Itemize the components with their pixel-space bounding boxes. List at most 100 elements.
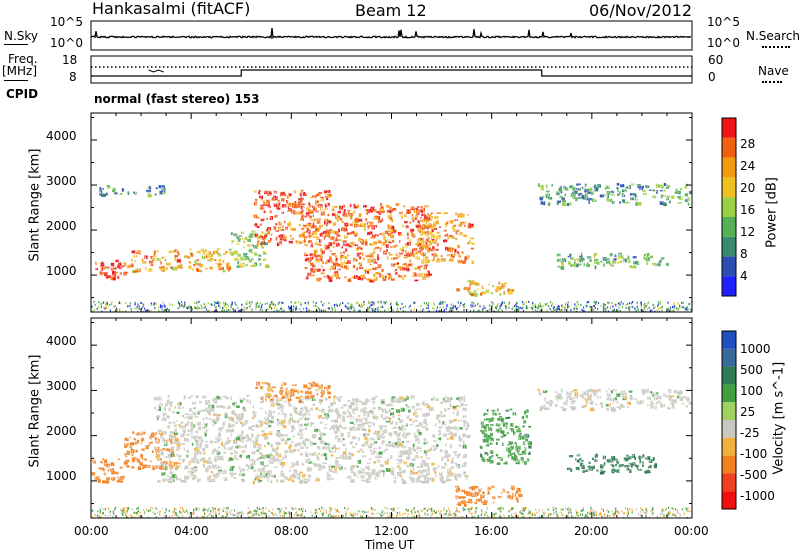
- power-cbar-4: 4: [740, 269, 748, 283]
- power-frame: [90, 112, 693, 313]
- freq-trace: [91, 69, 692, 77]
- power-colorbar-cell: [722, 236, 736, 257]
- power-cbar-20: 20: [740, 181, 756, 195]
- nsky-frame: [90, 20, 693, 51]
- velocity-cbar-label-text: Velocity [m s^-1]: [771, 361, 787, 475]
- velocity-colorbar-frame: [721, 330, 737, 510]
- velocity-colorbar-cell: [722, 437, 736, 456]
- nsky-label: N.Sky: [4, 29, 39, 43]
- xtick-0800: 08:00: [274, 524, 309, 538]
- velocity-colorbar-cell: [722, 331, 736, 349]
- freq-left-tick-bottom: 8: [69, 70, 77, 84]
- nave-right-tick-bottom: 0: [708, 70, 716, 84]
- freq-frame: [90, 55, 693, 84]
- freq-left-tick-top: 18: [62, 53, 78, 67]
- nsearch-label: N.Search: [746, 29, 800, 43]
- nave-label: Nave: [758, 64, 789, 78]
- power-colorbar-cell: [722, 177, 736, 198]
- xtick-1600: 16:00: [474, 524, 509, 538]
- freq-solid-line-key: [4, 80, 28, 81]
- nsky-right-tick-bottom: 10^0: [707, 36, 740, 50]
- vel-cbar-neg100: -100: [740, 447, 768, 461]
- velocity-ytick-1000: 1000: [46, 469, 77, 483]
- power-colorbar-cell: [722, 256, 736, 277]
- xtick-0400: 04:00: [174, 524, 209, 538]
- velocity-colorbar-cell: [722, 473, 736, 492]
- power-heatmap: [91, 183, 692, 312]
- velocity-colorbar-cell: [722, 366, 736, 385]
- vel-cbar-100: 100: [740, 384, 763, 398]
- power-cbar-24: 24: [740, 159, 756, 173]
- velocity-feature: [91, 458, 125, 484]
- power-feature: [304, 203, 433, 283]
- beam-label: Beam 12: [355, 1, 427, 20]
- velocity-feature: [566, 453, 658, 475]
- freq-blip: [148, 69, 164, 73]
- xtick-1200: 12:00: [374, 524, 409, 538]
- nave-right-tick-top: 60: [708, 53, 724, 67]
- power-cbar-12: 12: [740, 225, 756, 239]
- velocity-frame: [90, 317, 693, 519]
- nave-dotted-line-key: [762, 81, 782, 83]
- power-feature: [131, 248, 232, 274]
- power-cbar-8: 8: [740, 247, 748, 261]
- power-feature: [416, 212, 475, 265]
- cpid-value: normal (fast stereo) 153: [94, 92, 260, 106]
- velocity-ytick-2000: 2000: [46, 424, 77, 438]
- velocity-cbar-label: Velocity [m s^-1]: [771, 361, 787, 475]
- velocity-feature: [153, 394, 471, 485]
- freq-unit-label: [MHz]: [2, 64, 38, 78]
- date-label: 06/Nov/2012: [589, 1, 693, 20]
- power-ytick-2000: 2000: [46, 219, 77, 233]
- nsearch-dotted-line-key: [762, 46, 790, 48]
- nsky-trace: [90, 28, 692, 40]
- station-title: Hankasalmi (fitACF): [92, 0, 251, 18]
- power-feature: [99, 185, 166, 198]
- velocity-colorbar-cell: [722, 491, 736, 509]
- x-axis-label: Time UT: [365, 538, 415, 552]
- power-ytick-4000: 4000: [46, 129, 77, 143]
- top-strip-traces: [90, 28, 692, 77]
- xtick-0000: 00:00: [74, 524, 109, 538]
- velocity-ytick-3000: 3000: [46, 379, 77, 393]
- velocity-colorbar-cell: [722, 455, 736, 474]
- power-colorbar-cell: [722, 217, 736, 237]
- power-feature: [228, 230, 270, 268]
- cpid-label: CPID: [6, 87, 39, 101]
- nsky-left-tick-bottom: 10^0: [50, 36, 83, 50]
- power-feature: [556, 252, 669, 270]
- power-feature: [456, 279, 515, 297]
- power-ytick-1000: 1000: [46, 264, 77, 278]
- power-colorbar-cell: [722, 137, 736, 158]
- power-colorbar-cell: [722, 157, 736, 178]
- power-cbar-28: 28: [740, 137, 756, 151]
- velocity-colorbar-cell: [722, 348, 736, 367]
- vel-cbar-25: 25: [740, 405, 756, 419]
- power-ylabel: Slant Range [km]: [27, 148, 43, 262]
- xtick-2400: 00:00: [674, 524, 709, 538]
- axis-ticks: [90, 113, 693, 518]
- velocity-colorbar-cell: [722, 420, 736, 438]
- xtick-2000: 20:00: [574, 524, 609, 538]
- power-colorbar-cell: [722, 118, 736, 138]
- power-ytick-3000: 3000: [46, 174, 77, 188]
- velocity-ytick-4000: 4000: [46, 334, 77, 348]
- vel-cbar-500: 500: [740, 363, 763, 377]
- power-colorbar-cell: [722, 276, 736, 297]
- colorbars: [721, 117, 737, 510]
- vel-cbar-neg1000: -1000: [740, 489, 775, 503]
- velocity-feature: [255, 381, 331, 404]
- freq-label: Freq.: [8, 52, 38, 66]
- power-colorbar-frame: [721, 117, 737, 297]
- power-cbar-16: 16: [740, 203, 756, 217]
- velocity-feature: [455, 485, 523, 507]
- nsky-solid-line-key: [4, 44, 28, 45]
- nsky-right-tick-top: 10^5: [707, 15, 740, 29]
- power-feature: [537, 183, 692, 207]
- velocity-ylabel: Slant Range [km]: [27, 354, 43, 468]
- vel-cbar-neg500: -500: [740, 468, 768, 482]
- nsky-left-tick-top: 10^5: [50, 15, 83, 29]
- velocity-colorbar-cell: [722, 384, 736, 403]
- vel-cbar-1000: 1000: [740, 342, 771, 356]
- velocity-heatmap: [91, 381, 692, 518]
